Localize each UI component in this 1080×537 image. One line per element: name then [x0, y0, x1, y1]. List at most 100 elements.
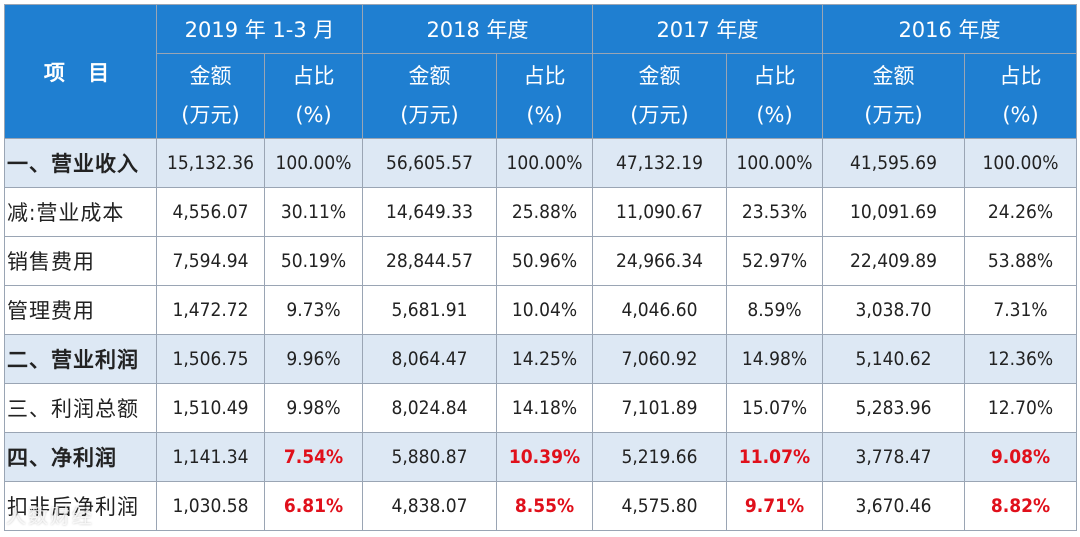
ratio-header-unit: (%) — [295, 103, 332, 127]
ratio-column-header: 占比 (%) — [964, 53, 1077, 139]
amount-cell: 10,091.69 — [822, 187, 965, 237]
amount-cell: 5,880.87 — [362, 432, 497, 482]
amount-header-label: 金额 — [408, 64, 451, 88]
amount-cell: 8,024.84 — [362, 383, 497, 433]
ratio-cell: 7.31% — [964, 285, 1077, 335]
ratio-cell: 50.19% — [264, 236, 363, 286]
amount-cell: 1,030.58 — [156, 481, 265, 531]
amount-header-label: 金额 — [638, 64, 681, 88]
amount-cell: 5,681.91 — [362, 285, 497, 335]
ratio-cell: 10.39% — [496, 432, 593, 482]
financial-table: 项 目 2019 年 1-3 月 2018 年度 2017 年度 2016 年度… — [4, 4, 1077, 531]
ratio-cell: 9.08% — [964, 432, 1077, 482]
amount-cell: 22,409.89 — [822, 236, 965, 286]
amount-header-unit: (万元) — [181, 103, 240, 127]
ratio-cell: 8.55% — [496, 481, 593, 531]
ratio-cell: 6.81% — [264, 481, 363, 531]
amount-cell: 3,778.47 — [822, 432, 965, 482]
amount-cell: 8,064.47 — [362, 334, 497, 384]
amount-cell: 15,132.36 — [156, 138, 265, 188]
period-header: 2018 年度 — [362, 4, 593, 54]
row-label: 四、净利润 — [4, 432, 157, 482]
table-row: 二、营业利润 1,506.75 9.96% 8,064.47 14.25% 7,060.9… — [4, 334, 1077, 384]
amount-cell: 41,595.69 — [822, 138, 965, 188]
ratio-header-unit: (%) — [1002, 103, 1039, 127]
ratio-header-label: 占比 — [753, 64, 796, 88]
ratio-header-unit: (%) — [526, 103, 563, 127]
row-label: 扣非后净利润 — [4, 481, 157, 531]
amount-cell: 1,141.34 — [156, 432, 265, 482]
amount-header-label: 金额 — [189, 64, 232, 88]
amount-cell: 5,283.96 — [822, 383, 965, 433]
amount-header-unit: (万元) — [400, 103, 459, 127]
ratio-cell: 23.53% — [726, 187, 823, 237]
amount-cell: 5,140.62 — [822, 334, 965, 384]
ratio-cell: 9.96% — [264, 334, 363, 384]
amount-column-header: 金额 (万元) — [592, 53, 727, 139]
watermark: 人数财经 — [6, 504, 94, 528]
amount-column-header: 金额 (万元) — [362, 53, 497, 139]
ratio-column-header: 占比 (%) — [264, 53, 363, 139]
row-label: 二、营业利润 — [4, 334, 157, 384]
amount-cell: 4,556.07 — [156, 187, 265, 237]
ratio-cell: 30.11% — [264, 187, 363, 237]
row-label: 三、利润总额 — [4, 383, 157, 433]
ratio-cell: 100.00% — [964, 138, 1077, 188]
table-row: 三、利润总额 1,510.49 9.98% 8,024.84 14.18% 7,101.8… — [4, 383, 1077, 433]
ratio-cell: 11.07% — [726, 432, 823, 482]
amount-cell: 1,472.72 — [156, 285, 265, 335]
item-header: 项 目 — [4, 4, 157, 139]
ratio-cell: 8.59% — [726, 285, 823, 335]
ratio-header-unit: (%) — [756, 103, 793, 127]
amount-cell: 4,838.07 — [362, 481, 497, 531]
amount-cell: 14,649.33 — [362, 187, 497, 237]
ratio-cell: 9.71% — [726, 481, 823, 531]
ratio-cell: 8.82% — [964, 481, 1077, 531]
ratio-cell: 7.54% — [264, 432, 363, 482]
table-row: 减:营业成本 4,556.07 30.11% 14,649.33 25.88% 11,09… — [4, 187, 1077, 237]
amount-cell: 3,670.46 — [822, 481, 965, 531]
ratio-cell: 24.26% — [964, 187, 1077, 237]
ratio-cell: 52.97% — [726, 236, 823, 286]
amount-cell: 7,594.94 — [156, 236, 265, 286]
amount-cell: 3,038.70 — [822, 285, 965, 335]
amount-cell: 11,090.67 — [592, 187, 727, 237]
table-row: 销售费用 7,594.94 50.19% 28,844.57 50.96% 24,966.… — [4, 236, 1077, 286]
table-row: 管理费用 1,472.72 9.73% 5,681.91 10.04% 4,046.60 8… — [4, 285, 1077, 335]
ratio-cell: 14.18% — [496, 383, 593, 433]
row-label: 管理费用 — [4, 285, 157, 335]
ratio-cell: 100.00% — [496, 138, 593, 188]
ratio-column-header: 占比 (%) — [496, 53, 593, 139]
ratio-cell: 12.36% — [964, 334, 1077, 384]
ratio-cell: 9.98% — [264, 383, 363, 433]
amount-column-header: 金额 (万元) — [822, 53, 965, 139]
row-label: 减:营业成本 — [4, 187, 157, 237]
ratio-header-label: 占比 — [999, 64, 1042, 88]
amount-header-label: 金额 — [872, 64, 915, 88]
table-header: 项 目 2019 年 1-3 月 2018 年度 2017 年度 2016 年度… — [4, 4, 1077, 139]
ratio-column-header: 占比 (%) — [726, 53, 823, 139]
ratio-cell: 25.88% — [496, 187, 593, 237]
table-body: 一、营业收入 15,132.36 100.00% 56,605.57 100.00% 47… — [4, 138, 1077, 531]
amount-cell: 28,844.57 — [362, 236, 497, 286]
period-header: 2019 年 1-3 月 — [156, 4, 363, 54]
ratio-cell: 53.88% — [964, 236, 1077, 286]
amount-cell: 56,605.57 — [362, 138, 497, 188]
amount-cell: 47,132.19 — [592, 138, 727, 188]
row-label: 一、营业收入 — [4, 138, 157, 188]
ratio-cell: 14.98% — [726, 334, 823, 384]
ratio-cell: 10.04% — [496, 285, 593, 335]
period-header: 2017 年度 — [592, 4, 823, 54]
amount-cell: 24,966.34 — [592, 236, 727, 286]
period-header: 2016 年度 — [822, 4, 1077, 54]
ratio-cell: 100.00% — [726, 138, 823, 188]
ratio-cell: 9.73% — [264, 285, 363, 335]
amount-header-unit: (万元) — [864, 103, 923, 127]
ratio-header-label: 占比 — [292, 64, 335, 88]
amount-cell: 4,046.60 — [592, 285, 727, 335]
table-row: 四、净利润 1,141.34 7.54% 5,880.87 10.39% 5,219.66… — [4, 432, 1077, 482]
ratio-cell: 100.00% — [264, 138, 363, 188]
amount-column-header: 金额 (万元) — [156, 53, 265, 139]
table-row: 一、营业收入 15,132.36 100.00% 56,605.57 100.00% 47… — [4, 138, 1077, 188]
ratio-cell: 14.25% — [496, 334, 593, 384]
